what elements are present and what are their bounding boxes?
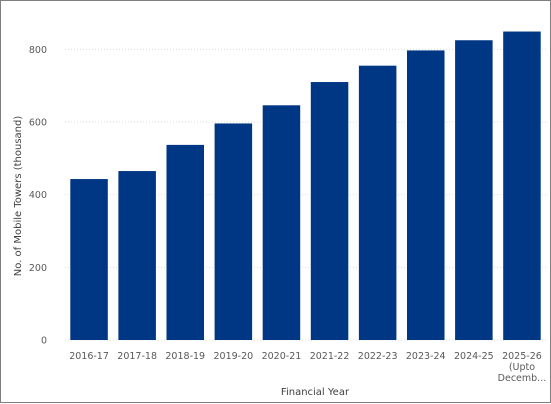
x-tick-label: 2017-18	[117, 351, 157, 362]
y-tick-label: 200	[29, 263, 47, 274]
x-axis-title: Financial Year	[281, 387, 350, 398]
y-axis-title: No. of Mobile Towers (thousand)	[13, 116, 24, 277]
x-tick-label: 2016-17	[69, 351, 109, 362]
bar	[358, 65, 397, 340]
x-axis-ticks: 2016-17 2017-18 2018-19 2019-20 2020-21 2021-…	[69, 351, 546, 384]
bar	[455, 40, 493, 340]
x-tick-label: 2024-25	[454, 351, 494, 362]
x-tick-label: 2018-19	[165, 351, 205, 362]
y-tick-label: 400	[29, 190, 47, 201]
x-tick-label: 2022-23	[358, 351, 398, 362]
bars	[70, 31, 541, 341]
y-axis-ticks: 0 200 400 600 800	[29, 45, 47, 347]
x-tick-label: 2019-20	[213, 351, 253, 362]
bar	[118, 171, 156, 340]
y-tick-label: 800	[29, 45, 47, 56]
bar	[503, 31, 541, 341]
x-tick-label: 2021-22	[310, 351, 350, 362]
bar	[214, 123, 253, 340]
bar	[262, 105, 301, 340]
bar	[166, 144, 205, 340]
x-tick-label: 2020-21	[262, 351, 302, 362]
x-tick-label: 2023-24	[406, 351, 446, 362]
bar	[310, 82, 349, 341]
bar	[70, 179, 108, 340]
y-tick-label: 0	[41, 336, 47, 347]
gridlines	[65, 48, 546, 341]
y-tick-label: 600	[29, 118, 47, 129]
bar	[406, 50, 445, 340]
x-tick-label: 2025-26 (Upto Decemb...	[498, 351, 547, 384]
